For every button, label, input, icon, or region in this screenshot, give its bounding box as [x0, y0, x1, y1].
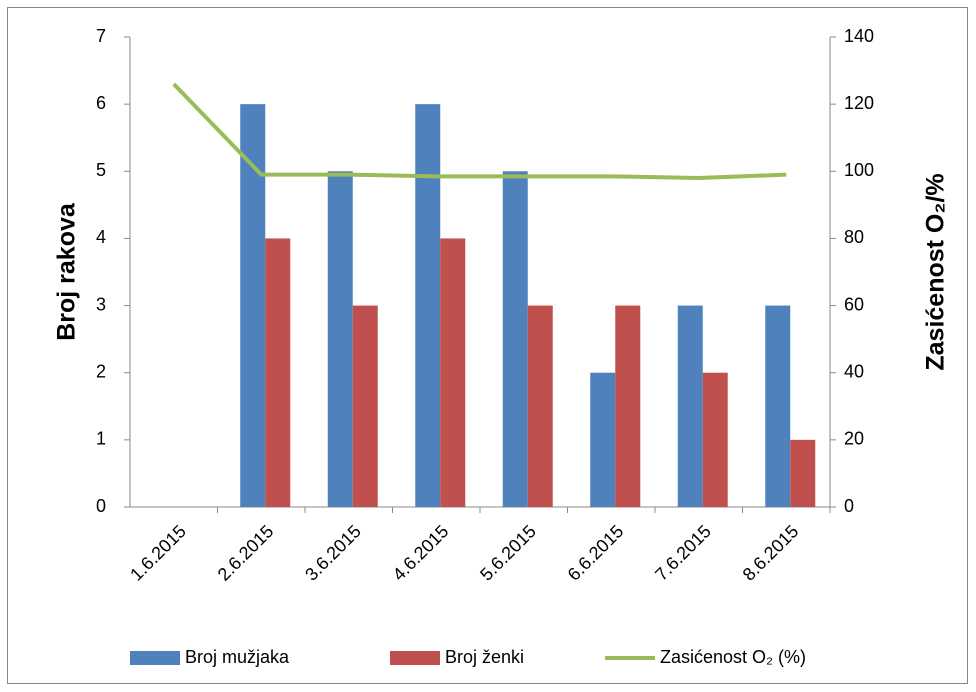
y2-tick-label: 140: [844, 26, 874, 46]
y-tick-label: 6: [96, 93, 106, 113]
y2-tick-label: 60: [844, 294, 864, 314]
bar: [265, 238, 291, 507]
y2-tick-label: 100: [844, 160, 874, 180]
bar: [702, 372, 728, 507]
y-tick-label: 0: [96, 496, 106, 516]
y-axis-label: Broj rakova: [53, 202, 81, 341]
y2-tick-label: 40: [844, 361, 864, 381]
y-tick-label: 3: [96, 294, 106, 314]
y2-tick-label: 120: [844, 93, 874, 113]
y-tick-label: 2: [96, 361, 106, 381]
bar: [327, 171, 353, 508]
y2-axis-label: Zasićenost O₂/%: [922, 173, 950, 370]
bar: [502, 171, 528, 508]
legend-label: Zasićenost O₂ (%): [660, 647, 806, 667]
y2-tick-label: 80: [844, 227, 864, 247]
chart-border: [7, 7, 968, 684]
y-tick-label: 4: [96, 227, 106, 247]
y-tick-label: 7: [96, 26, 106, 46]
bar: [240, 104, 266, 508]
bar: [352, 305, 378, 507]
bar: [790, 439, 816, 507]
y-tick-label: 1: [96, 429, 106, 449]
bar: [415, 104, 441, 508]
legend-swatch: [130, 651, 180, 665]
bar: [527, 305, 553, 507]
line: [172, 82, 787, 180]
y2-tick-label: 20: [844, 429, 864, 449]
bar: [765, 305, 791, 507]
y-tick-label: 5: [96, 160, 106, 180]
bar: [440, 238, 466, 507]
bar: [590, 372, 616, 507]
legend-label: Broj ženki: [445, 647, 524, 667]
legend-swatch: [390, 651, 440, 665]
bar: [615, 305, 641, 507]
legend-label: Broj mužjaka: [185, 647, 290, 667]
bar: [677, 305, 703, 507]
y2-tick-label: 0: [844, 496, 854, 516]
